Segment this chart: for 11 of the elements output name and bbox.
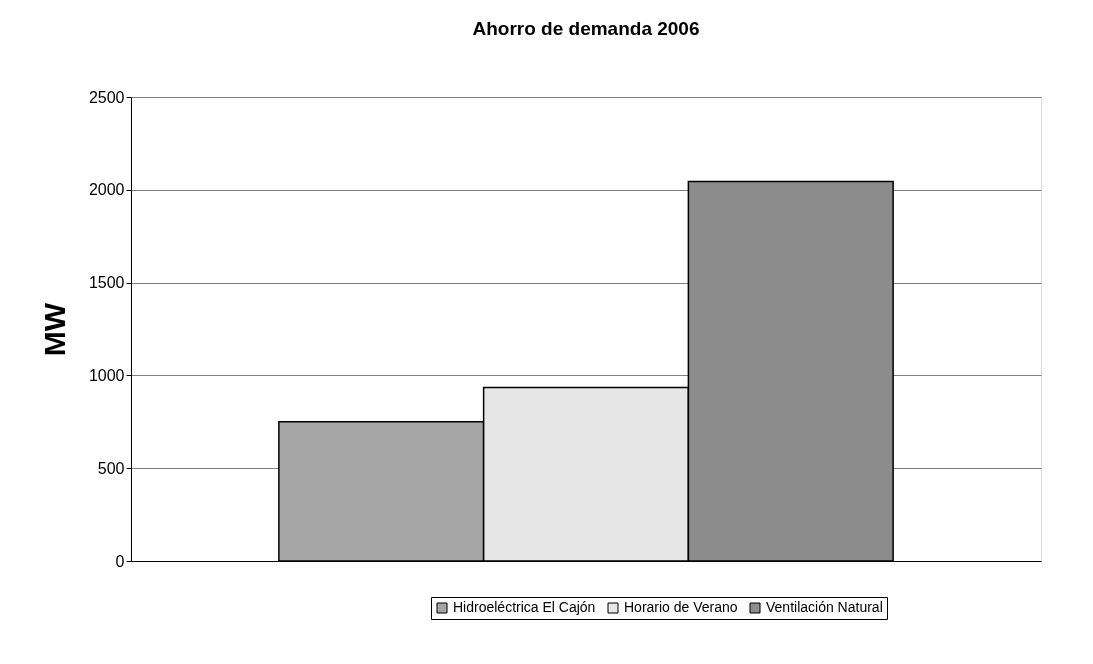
y-tick-label: 2000	[88, 181, 125, 199]
y-tick-label: 1500	[88, 274, 125, 292]
y-tick-label: 500	[97, 459, 125, 477]
y-tick-label: 1000	[88, 366, 125, 384]
legend-label: Horario de Verano	[624, 599, 738, 615]
y-axis-title: MW	[37, 302, 71, 357]
chart-title: Ahorro de demanda 2006	[472, 18, 700, 39]
legend-label: Ventilación Natural	[766, 599, 883, 615]
legend-label: Hidroeléctrica El Cajón	[453, 599, 596, 615]
y-tick-label: 0	[115, 552, 125, 570]
y-tick-label: 2500	[88, 88, 125, 106]
